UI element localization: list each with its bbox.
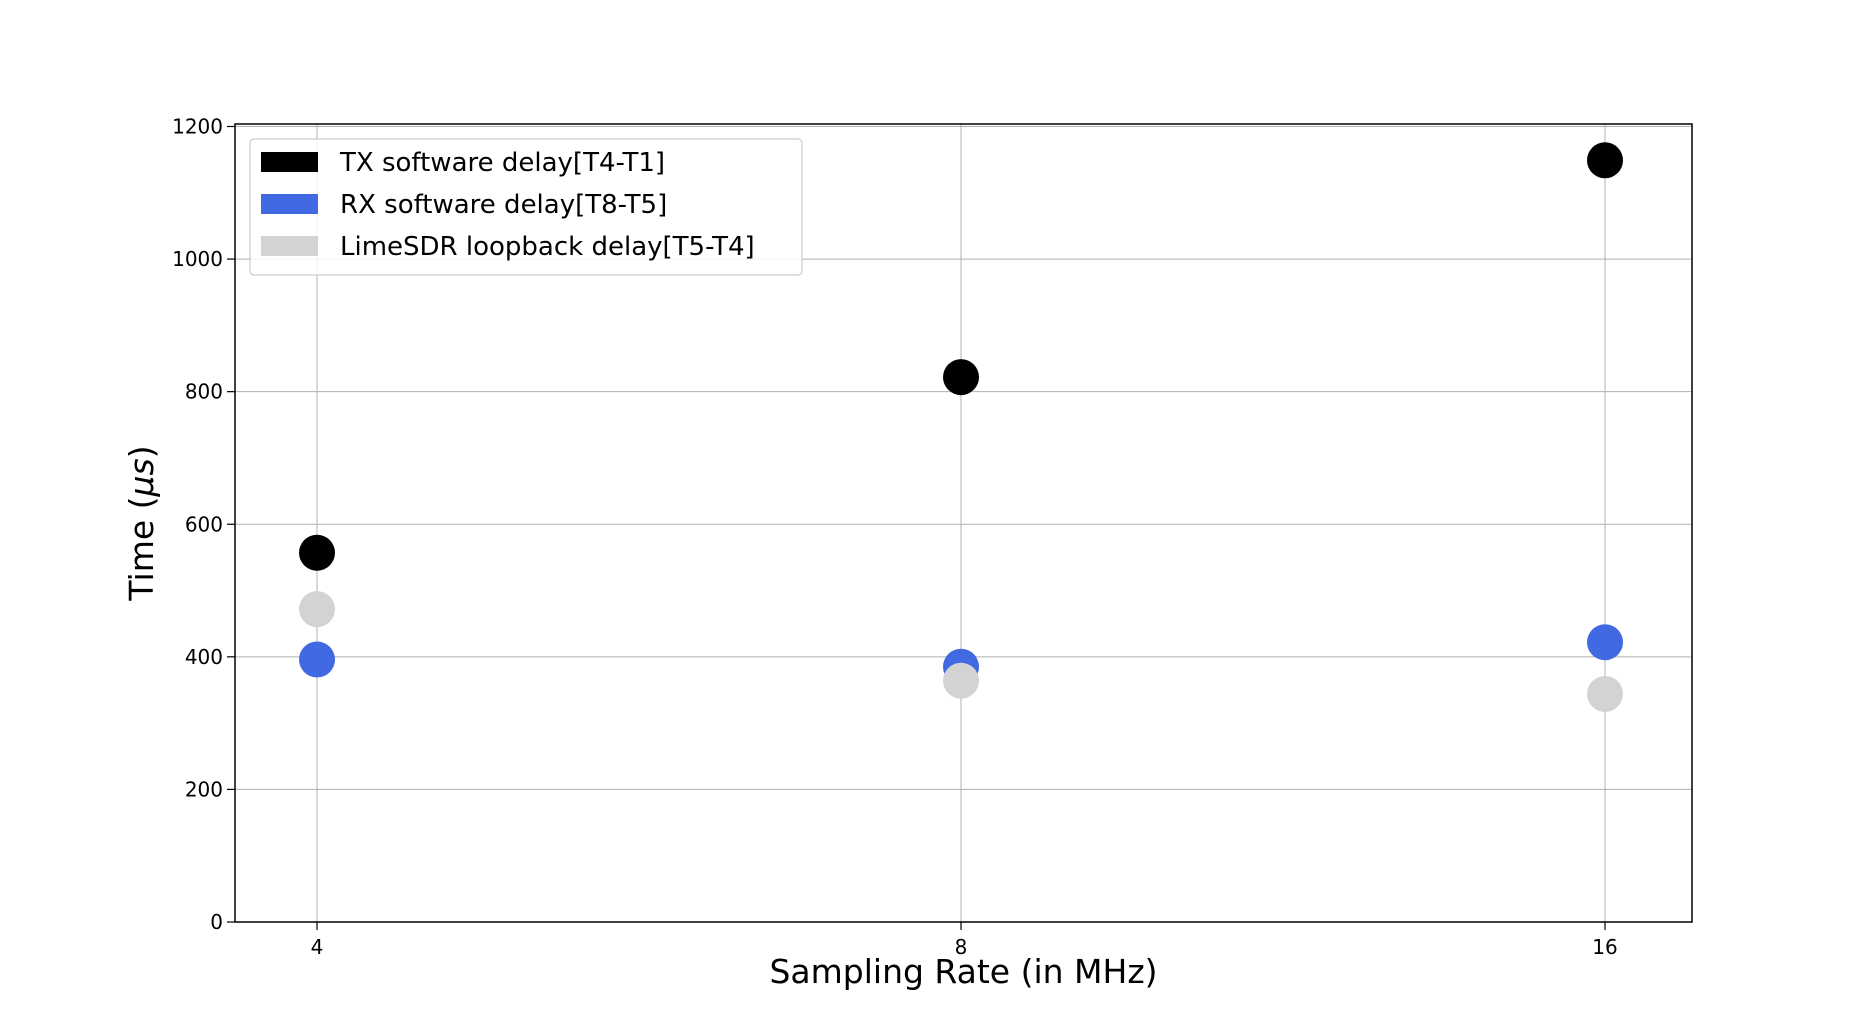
data-point-series-2 [943,662,979,699]
data-points [299,142,1623,712]
data-point-series-2 [299,591,335,628]
legend-swatch [261,236,318,256]
legend: TX software delay[T4-T1] RX software dela… [249,138,803,276]
data-point-series-1 [1587,624,1623,661]
y-axis-title-suffix: ) [122,445,161,458]
y-axis-title-prefix: Time ( [122,496,161,601]
legend-label: TX software delay[T4-T1] [339,148,665,178]
data-point-series-1 [299,641,335,678]
data-point-series-0 [299,534,335,571]
legend-swatch [261,194,318,214]
legend-label: RX software delay[T8-T5] [340,190,667,220]
y-tick-label: 0 [210,910,223,934]
y-tick-label: 1000 [172,247,223,271]
x-tick-label: 8 [955,935,968,959]
data-point-series-2 [1587,675,1623,712]
y-tick-label: 600 [185,512,223,536]
y-axis-title: Time (μs) [122,445,161,601]
axis-ticks: 0 200 400 600 800 1000 1200 4 8 16 [172,115,1618,960]
x-tick-label: 4 [311,935,324,959]
y-tick-label: 400 [185,645,223,669]
x-axis-title: Sampling Rate (in MHz) [769,952,1157,991]
legend-swatch [261,152,318,172]
data-point-series-0 [943,359,979,396]
y-tick-label: 1200 [172,115,223,139]
x-tick-label: 16 [1592,935,1617,959]
y-axis-title-unit: μs [122,458,161,497]
data-point-series-0 [1587,142,1623,179]
plot-frame [234,123,1693,923]
legend-box [249,138,803,276]
y-tick-label: 200 [185,777,223,801]
legend-label: LimeSDR loopback delay[T5-T4] [340,232,755,262]
y-tick-label: 800 [185,380,223,404]
